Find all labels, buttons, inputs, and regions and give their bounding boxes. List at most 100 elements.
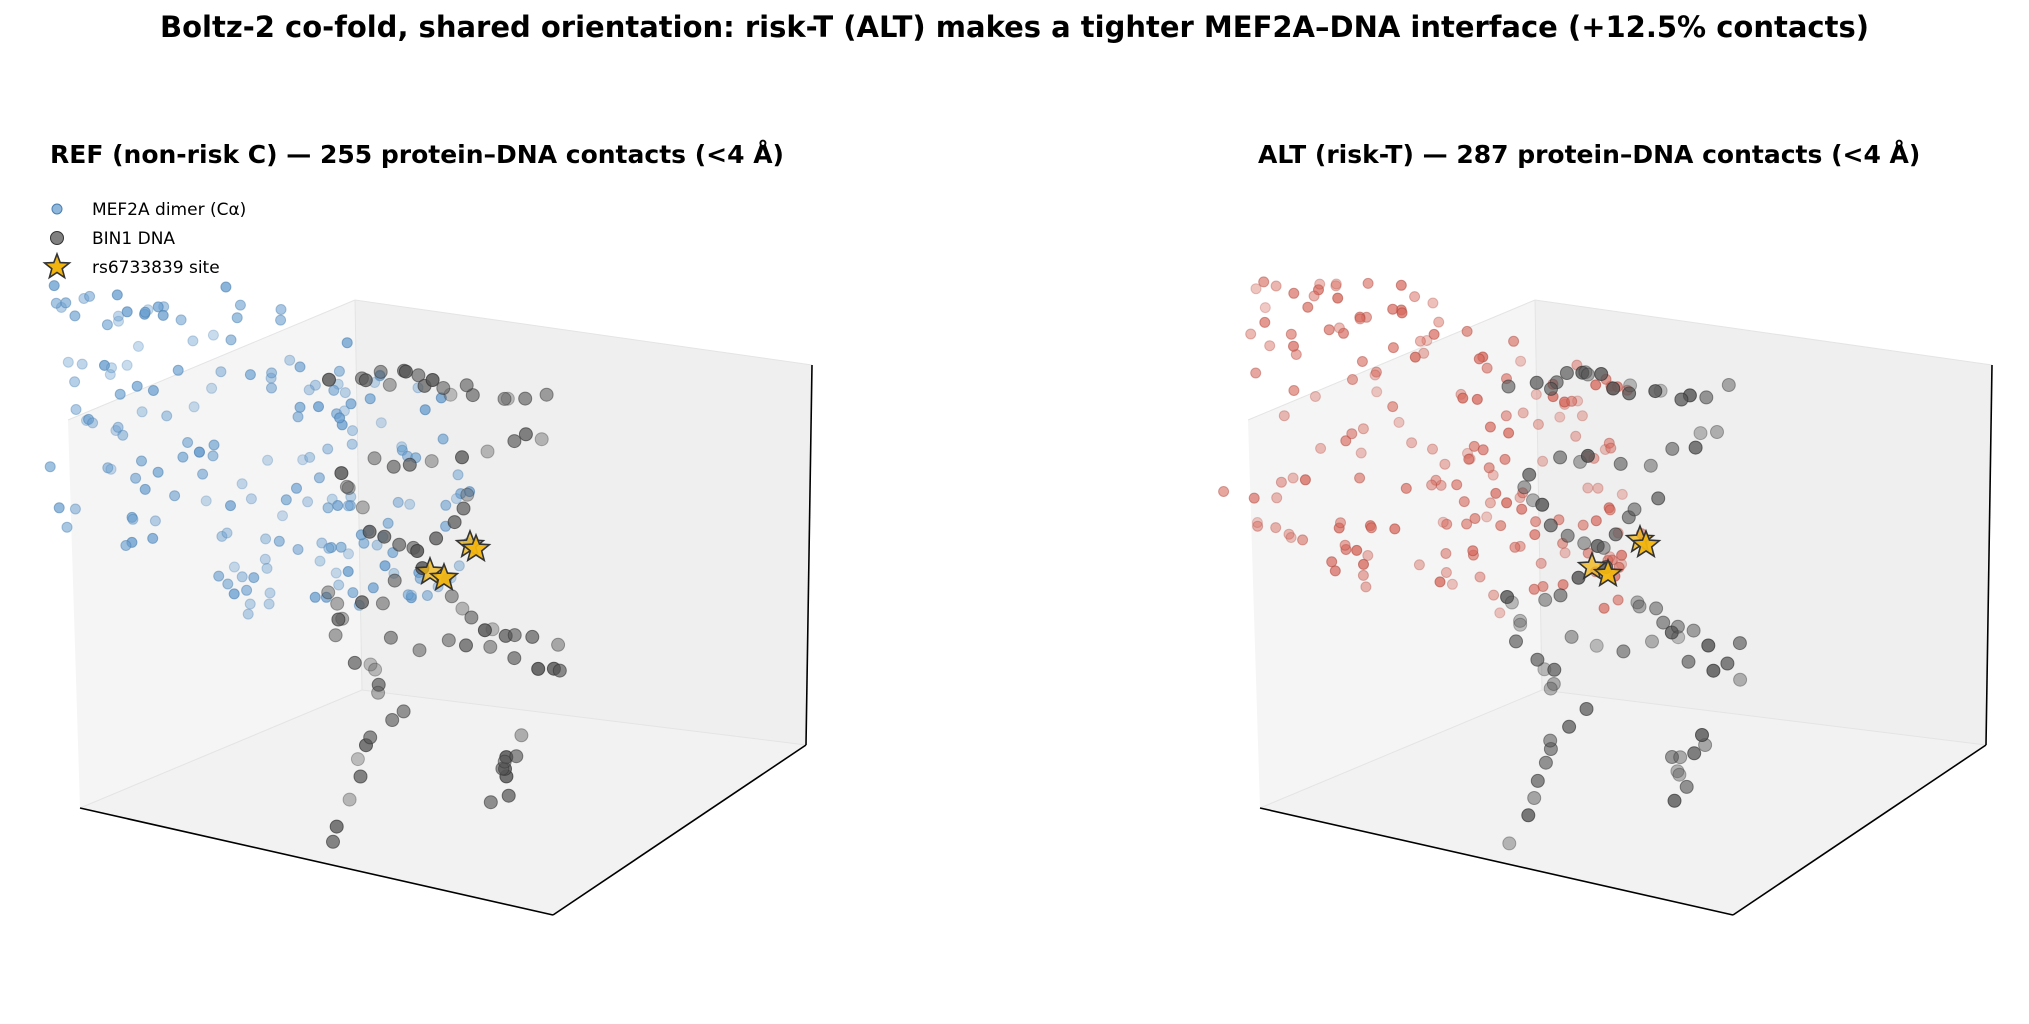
dna-point [334,466,349,481]
protein-point [294,401,306,413]
protein-point [323,542,335,554]
protein-point [343,548,354,560]
dna-point [1656,615,1671,630]
legend-site-star-icon [42,251,72,280]
protein-point [345,398,357,410]
protein-point [1509,541,1521,553]
protein-point [152,466,164,478]
dna-point [441,633,456,648]
protein-point [60,297,72,309]
protein-point [175,314,187,326]
dna-point [410,544,425,558]
dna-point [1695,728,1709,742]
dna-point [326,834,340,849]
protein-point [375,417,387,429]
protein-point [1481,362,1493,374]
protein-point [1371,386,1383,398]
x-axis-line [79,807,554,916]
dna-point [1645,634,1659,649]
protein-point [1499,453,1511,465]
dna-point [1733,672,1748,687]
protein-point [187,335,199,347]
protein-point [452,469,464,481]
protein-point [260,533,272,545]
floor-pane [80,690,806,915]
dna-point [507,434,522,449]
protein-point [1490,487,1502,499]
dna-point [1580,367,1595,382]
protein-point [266,382,277,394]
protein-point [242,608,254,620]
x-axis-line [1259,807,1734,916]
legend-protein-marker [51,203,63,215]
protein-point [1360,581,1372,593]
dna-point [382,377,397,392]
dna-point [483,639,498,654]
protein-point [314,555,326,567]
protein-point [1259,302,1271,314]
dna-point [331,612,346,627]
protein-point [220,281,232,293]
dna-point [539,387,554,402]
dna-point [514,728,529,743]
protein-point [1488,589,1500,601]
dna-point [1521,808,1536,823]
protein-point [1458,496,1470,508]
dna-point [459,638,473,653]
protein-point [1285,532,1297,543]
protein-point [193,446,205,458]
dna-point [1517,480,1532,495]
protein-point [1357,569,1369,581]
protein-point [1457,392,1469,404]
protein-point [1288,340,1299,352]
dna-point [373,364,388,379]
dna-point [1670,764,1685,779]
dna-point [386,459,401,474]
protein-point [248,572,260,584]
protein-point [48,280,60,292]
dna-point [412,643,427,658]
protein-point [1469,513,1481,524]
dna-point [321,585,336,600]
protein-point [228,588,240,600]
protein-point [161,410,173,422]
dna-point [1580,448,1595,463]
protein-point [275,304,287,315]
dna-point [1606,381,1621,396]
y-axis-line [552,744,807,916]
protein-point [236,478,248,490]
ref-3d-scatter-panel [44,280,813,916]
dna-point [371,677,386,692]
dna-point [518,391,533,406]
protein-point [87,417,99,429]
protein-point [339,387,351,399]
protein-point [1287,472,1299,484]
site-star-icon [1576,550,1608,581]
dna-point [1535,497,1550,512]
protein-point [1532,418,1544,430]
dna-point [1564,629,1579,644]
dna-point [1547,662,1562,677]
dna-point [1543,518,1558,533]
protein-point [1440,567,1452,578]
protein-point [259,553,271,565]
protein-point [1484,421,1496,433]
ref-panel-title: REF (non-risk C) — 255 protein–DNA conta… [50,140,784,169]
protein-point [379,560,391,572]
protein-point [1250,367,1262,379]
protein-point [347,425,358,437]
legend-site-label: rs6733839 site [92,258,220,278]
dna-point [330,596,345,611]
pane-edge [67,299,356,421]
protein-point [1474,571,1486,583]
protein-point [1529,529,1541,541]
dna-point [371,685,386,700]
protein-point [1351,544,1363,556]
protein-point [1427,297,1439,309]
protein-point [1530,516,1542,528]
dna-point [1513,617,1528,632]
protein-point [157,309,169,321]
protein-point [1354,472,1366,484]
